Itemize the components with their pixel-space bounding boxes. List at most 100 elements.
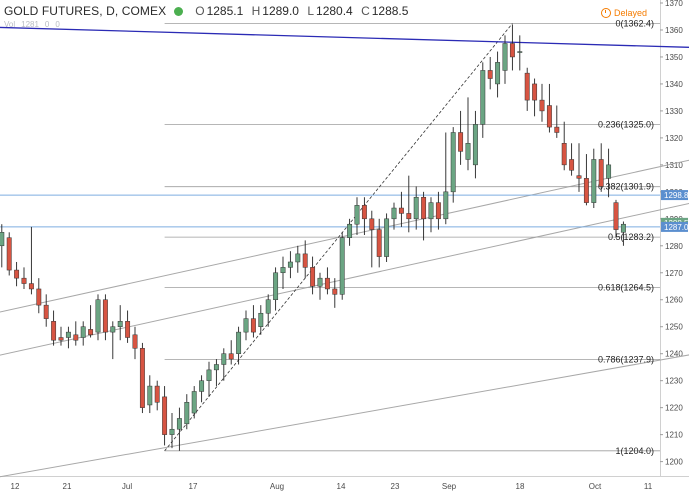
candle-body[interactable] xyxy=(273,272,279,300)
candle-body[interactable] xyxy=(391,207,397,220)
candle-body[interactable] xyxy=(384,218,390,257)
candle-body[interactable] xyxy=(280,267,286,274)
candle-body[interactable] xyxy=(213,364,219,371)
channel-line[interactable] xyxy=(0,149,689,314)
candle-body[interactable] xyxy=(184,402,190,425)
candle-body[interactable] xyxy=(339,237,345,295)
trendline[interactable] xyxy=(0,26,689,49)
volume-value: 1281 xyxy=(21,20,39,29)
candle-body[interactable] xyxy=(21,277,27,284)
candle-body[interactable] xyxy=(51,321,57,341)
candle-body[interactable] xyxy=(583,178,589,203)
candle-body[interactable] xyxy=(435,202,441,220)
candle-body[interactable] xyxy=(598,159,604,187)
candle-body[interactable] xyxy=(532,83,538,101)
candle-body[interactable] xyxy=(228,353,234,360)
candle-body[interactable] xyxy=(14,269,20,279)
candle-body[interactable] xyxy=(413,196,419,220)
candle-body[interactable] xyxy=(88,329,94,336)
candle-body[interactable] xyxy=(458,132,464,152)
candle-body[interactable] xyxy=(258,312,264,327)
candle-body[interactable] xyxy=(36,288,42,306)
candle-body[interactable] xyxy=(287,261,293,268)
candle-body[interactable] xyxy=(139,348,145,408)
candle-body[interactable] xyxy=(302,253,308,268)
candle-body[interactable] xyxy=(221,353,227,365)
close-label: C xyxy=(361,4,370,18)
candle-body[interactable] xyxy=(58,337,64,341)
candle-body[interactable] xyxy=(502,43,508,71)
candle-body[interactable] xyxy=(102,299,108,333)
candle-body[interactable] xyxy=(487,70,493,79)
candle-body[interactable] xyxy=(361,205,367,220)
x-tick-label: 21 xyxy=(63,482,72,491)
candle-body[interactable] xyxy=(162,396,168,435)
y-tick-label: 1270 xyxy=(665,269,683,278)
candle-body[interactable] xyxy=(295,253,301,263)
candle-body[interactable] xyxy=(243,318,249,333)
candle-body[interactable] xyxy=(169,428,175,435)
candle-body[interactable] xyxy=(369,218,375,230)
channel-line[interactable] xyxy=(0,346,689,478)
fib-trend-line[interactable] xyxy=(164,23,513,452)
volume-value-2: 0 xyxy=(44,20,50,29)
candle-body[interactable] xyxy=(480,70,486,125)
candle-body[interactable] xyxy=(465,143,471,160)
candle-body[interactable] xyxy=(524,72,530,101)
candle-body[interactable] xyxy=(472,124,478,166)
candle-body[interactable] xyxy=(43,304,49,319)
candle-body[interactable] xyxy=(0,232,5,247)
price-axis[interactable] xyxy=(660,0,689,494)
candle-body[interactable] xyxy=(347,223,353,238)
candle-body[interactable] xyxy=(517,51,523,53)
x-tick-label: Aug xyxy=(270,482,284,491)
candle-body[interactable] xyxy=(250,318,256,333)
y-tick-label: 1250 xyxy=(665,323,683,332)
candle-body[interactable] xyxy=(332,288,338,295)
candle-body[interactable] xyxy=(376,229,382,257)
candle-body[interactable] xyxy=(428,202,434,220)
candle-body[interactable] xyxy=(28,283,34,290)
candle-body[interactable] xyxy=(176,418,182,430)
candle-body[interactable] xyxy=(561,143,567,166)
candle-body[interactable] xyxy=(495,62,501,85)
candle-body[interactable] xyxy=(117,321,123,327)
candle-body[interactable] xyxy=(450,132,456,193)
candle-body[interactable] xyxy=(546,105,552,128)
candle-body[interactable] xyxy=(443,191,449,220)
candle-body[interactable] xyxy=(199,380,205,392)
candle-body[interactable] xyxy=(398,207,404,214)
candle-body[interactable] xyxy=(310,267,316,287)
candle-body[interactable] xyxy=(191,391,197,414)
candle-body[interactable] xyxy=(606,164,612,179)
candle-body[interactable] xyxy=(509,43,515,58)
candle-body[interactable] xyxy=(125,321,131,338)
candle-body[interactable] xyxy=(620,223,626,233)
delayed-badge[interactable]: Delayed xyxy=(600,8,647,18)
candle-body[interactable] xyxy=(421,196,427,220)
symbol-title[interactable]: GOLD FUTURES, D, COMEX xyxy=(4,4,167,18)
candle-body[interactable] xyxy=(406,213,412,220)
candle-body[interactable] xyxy=(206,369,212,381)
candle-body[interactable] xyxy=(6,237,12,271)
candle-body[interactable] xyxy=(73,334,79,341)
candle-body[interactable] xyxy=(80,326,86,338)
candle-body[interactable] xyxy=(613,202,619,230)
candle-body[interactable] xyxy=(354,205,360,225)
candle-body[interactable] xyxy=(539,99,545,112)
candle-body[interactable] xyxy=(554,126,560,133)
candle-body[interactable] xyxy=(591,159,597,203)
candle-body[interactable] xyxy=(569,159,575,171)
candle-body[interactable] xyxy=(132,334,138,349)
candle-body[interactable] xyxy=(265,299,271,314)
candle-body[interactable] xyxy=(65,331,71,338)
candle-body[interactable] xyxy=(110,326,116,333)
candle-body[interactable] xyxy=(236,331,242,354)
candle-body[interactable] xyxy=(324,277,330,290)
candle-body[interactable] xyxy=(95,299,101,333)
candle-body[interactable] xyxy=(154,385,160,403)
candle-body[interactable] xyxy=(147,385,153,406)
candle-body[interactable] xyxy=(576,175,582,179)
candle-body[interactable] xyxy=(317,277,323,287)
